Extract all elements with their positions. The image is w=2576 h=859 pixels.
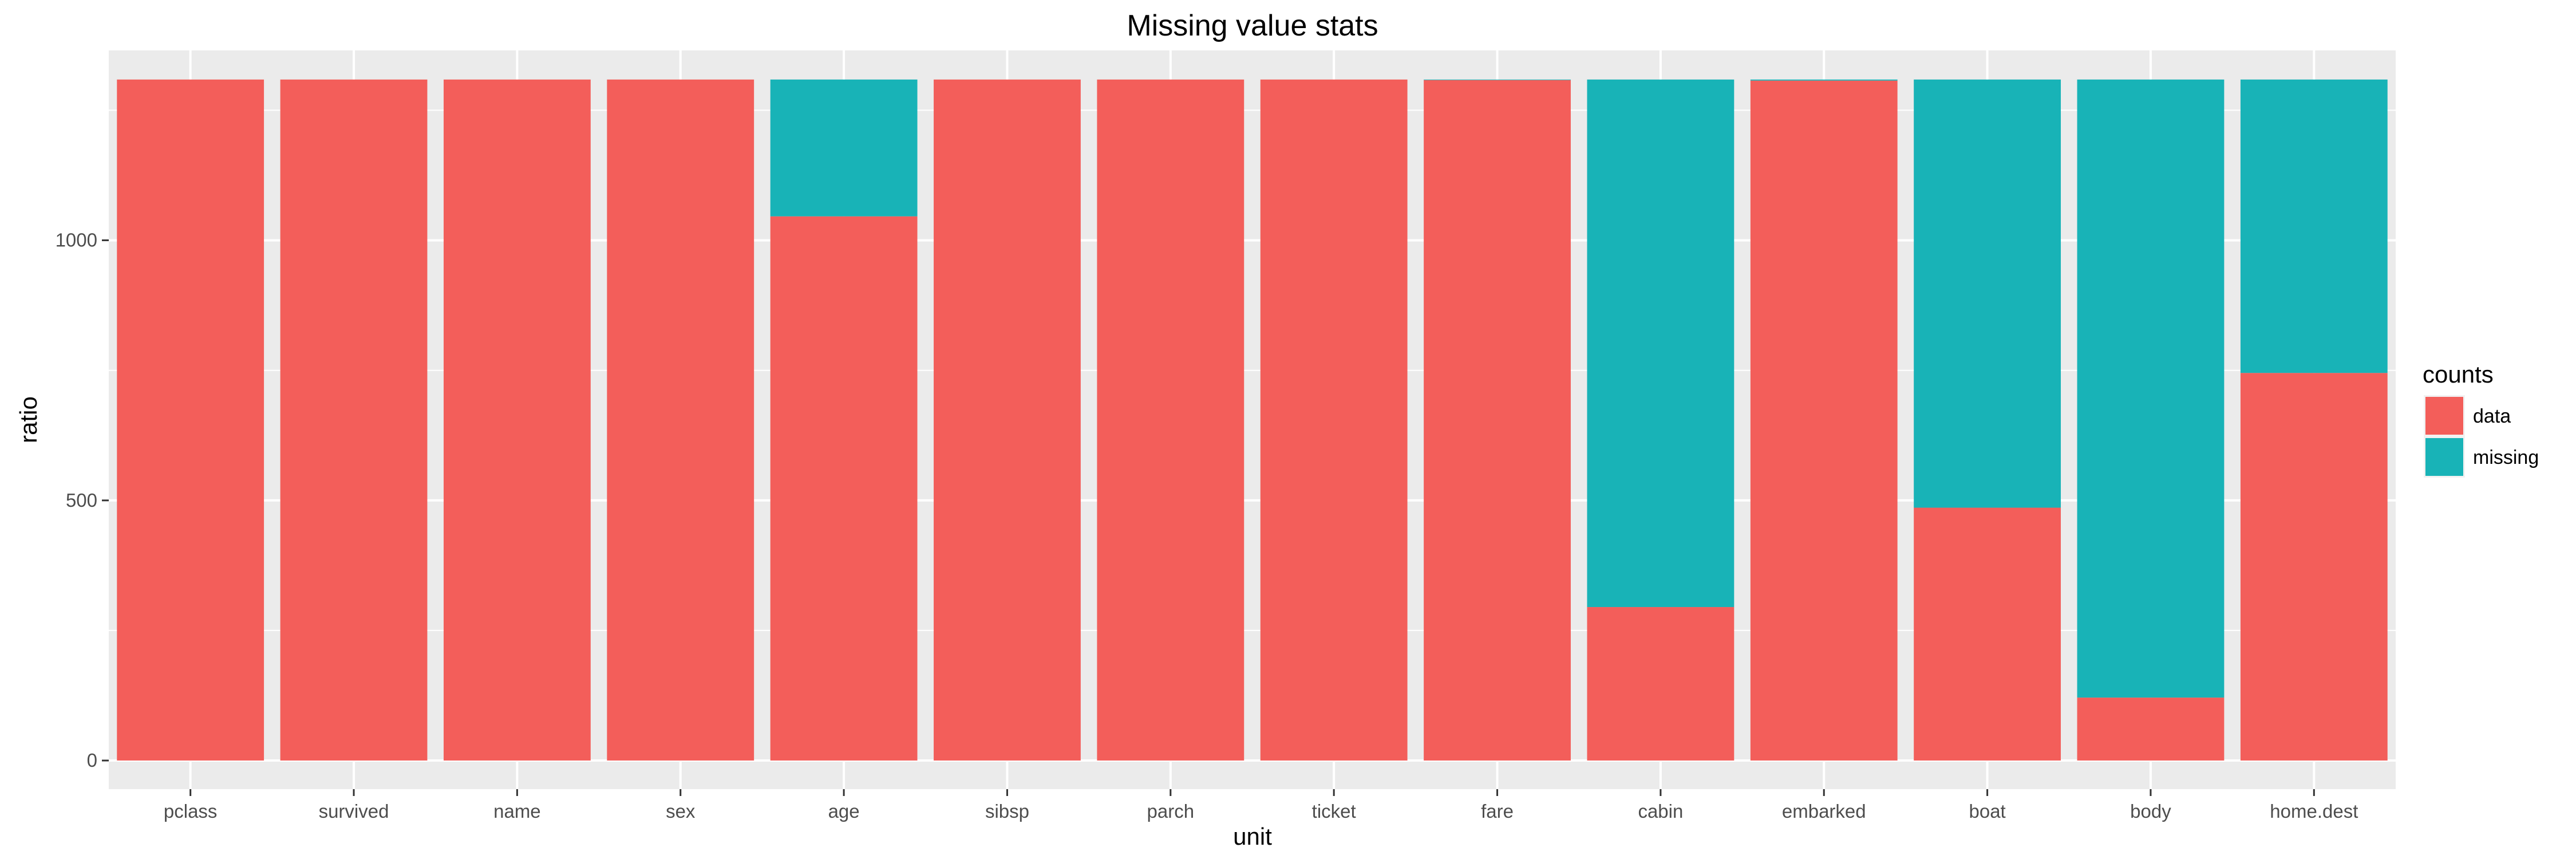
x-tick-label-home.dest: home.dest bbox=[2270, 801, 2358, 822]
x-tick-label-sibsp: sibsp bbox=[985, 801, 1029, 822]
x-tick-label-body: body bbox=[2130, 801, 2171, 822]
y-axis-title: ratio bbox=[15, 396, 42, 443]
x-tick-label-cabin: cabin bbox=[1638, 801, 1683, 822]
bar-cabin-missing bbox=[1587, 79, 1735, 608]
bar-embarked-data bbox=[1750, 80, 1898, 761]
bar-age-missing bbox=[770, 79, 918, 216]
x-axis-title: unit bbox=[1233, 823, 1272, 850]
legend: counts data missing bbox=[2423, 361, 2539, 478]
y-tick-label-0: 0 bbox=[87, 750, 97, 771]
bar-body-data bbox=[2077, 698, 2225, 761]
x-tick-label-name: name bbox=[493, 801, 541, 822]
x-tick-label-sex: sex bbox=[666, 801, 696, 822]
bar-body-missing bbox=[2077, 79, 2225, 698]
bar-home.dest-missing bbox=[2240, 79, 2388, 373]
legend-swatch-missing bbox=[2425, 438, 2463, 476]
bar-cabin-data bbox=[1587, 607, 1735, 761]
x-axis: pclass survived name sex age sibsp parch ticket… bbox=[164, 789, 2358, 822]
bar-name-data bbox=[443, 79, 591, 761]
x-tick-label-age: age bbox=[828, 801, 860, 822]
x-tick-label-parch: parch bbox=[1147, 801, 1195, 822]
legend-items: data missing bbox=[2424, 395, 2539, 478]
y-tick-label-1: 500 bbox=[66, 490, 97, 511]
bar-age-data bbox=[770, 216, 918, 761]
bar-parch-data bbox=[1097, 79, 1244, 761]
x-tick-label-pclass: pclass bbox=[164, 801, 218, 822]
bar-boat-data bbox=[1914, 507, 2061, 761]
bar-ticket-data bbox=[1260, 79, 1408, 761]
chart-title: Missing value stats bbox=[1127, 9, 1378, 42]
bar-embarked-missing bbox=[1750, 79, 1898, 81]
bar-pclass-data bbox=[117, 79, 264, 761]
bar-survived-data bbox=[280, 79, 428, 761]
x-tick-label-ticket: ticket bbox=[1312, 801, 1356, 822]
legend-label-data: data bbox=[2473, 405, 2511, 427]
bar-sex-data bbox=[607, 79, 754, 761]
legend-label-missing: missing bbox=[2473, 447, 2539, 468]
y-axis: 0 500 1000 bbox=[56, 230, 109, 771]
x-tick-label-survived: survived bbox=[319, 801, 389, 822]
x-tick-label-fare: fare bbox=[1481, 801, 1514, 822]
legend-title: counts bbox=[2423, 361, 2494, 388]
legend-swatch-data bbox=[2425, 397, 2463, 435]
y-tick-label-2: 1000 bbox=[56, 230, 97, 251]
bar-home.dest-data bbox=[2240, 373, 2388, 761]
bar-sibsp-data bbox=[934, 79, 1081, 761]
bars-layer bbox=[117, 79, 2388, 761]
x-tick-label-boat: boat bbox=[1969, 801, 2005, 822]
x-tick-label-embarked: embarked bbox=[1782, 801, 1866, 822]
bar-fare-data bbox=[1424, 80, 1571, 761]
bar-boat-missing bbox=[1914, 79, 2061, 508]
